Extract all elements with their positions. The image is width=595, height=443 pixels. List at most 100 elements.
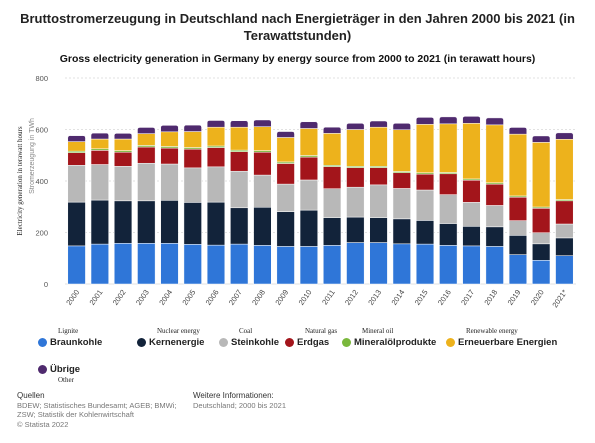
bar-segment-nuclear-energy [253, 207, 272, 246]
bar-segment-natural-gas [485, 183, 504, 206]
bar-segment-lignite [160, 243, 179, 285]
legend-label-en: Renewable energy [466, 327, 518, 335]
bar-segment-other [369, 120, 388, 128]
x-tick-label: 2007 [227, 288, 244, 307]
y-tick-label: 400 [35, 177, 48, 186]
bar-segment-renewable-energy [230, 126, 249, 151]
y-tick-label: 600 [35, 126, 48, 135]
bar-segment-natural-gas [508, 196, 528, 221]
bar-segment-renewable-energy [439, 123, 458, 173]
bar-segment-coal [555, 223, 574, 239]
x-tick-label: 2016 [436, 288, 453, 307]
bar-segment-coal [160, 163, 179, 201]
legend-label: Erneuerbare Energien [458, 337, 558, 348]
legend-swatch[interactable] [285, 338, 294, 347]
bar-segment-other [508, 127, 528, 135]
bar-segment-natural-gas [113, 151, 133, 167]
chart-title: Bruttostromerzeugung in Deutschland nach… [20, 11, 575, 43]
bar-segment-coal [369, 184, 388, 218]
bar-segment-lignite [485, 246, 504, 285]
bar-segment-coal [462, 202, 481, 227]
bar-segment-renewable-energy [555, 139, 574, 200]
bar-segment-nuclear-energy [137, 200, 156, 244]
bar-segment-renewable-energy [392, 129, 411, 172]
x-tick-label: 2020 [529, 288, 546, 307]
bar-segment-coal [485, 205, 504, 228]
bar-segment-nuclear-energy [90, 199, 109, 245]
bar-segment-lignite [113, 243, 133, 285]
bar-segment-coal [346, 186, 365, 218]
bar-segment-natural-gas [276, 163, 295, 185]
bar-segment-coal [137, 162, 156, 202]
bar-segment-nuclear-energy [346, 216, 365, 243]
x-tick-label: 2001 [88, 288, 105, 307]
bar-segment-renewable-energy [462, 123, 481, 180]
bar-segment-other [462, 116, 481, 124]
legend-swatch[interactable] [446, 338, 455, 347]
bar-segment-other [555, 132, 574, 140]
bar-segment-other [183, 124, 202, 132]
bar-segment-lignite [555, 255, 574, 285]
bar-segment-renewable-energy [113, 138, 133, 151]
legend-label-en: Mineral oil [362, 327, 394, 335]
bar-segment-other [415, 117, 435, 125]
bar-segment-renewable-energy [369, 126, 388, 167]
legend-swatch[interactable] [342, 338, 351, 347]
legend-label-en: Natural gas [305, 327, 338, 335]
x-tick-label: 2021* [550, 288, 569, 309]
bar-segment-natural-gas [206, 147, 226, 168]
x-tick-label: 2004 [157, 288, 174, 307]
bar-segment-coal [415, 189, 435, 221]
legend-label-en: Lignite [58, 327, 79, 335]
x-tick-label: 2011 [320, 288, 337, 306]
bar-segment-coal [508, 220, 528, 236]
bar-segment-nuclear-energy [230, 207, 249, 245]
bar-segment-renewable-energy [137, 133, 156, 146]
bar-segment-nuclear-energy [276, 211, 295, 247]
bar-segment-renewable-energy [532, 142, 551, 208]
bar-segment-lignite [90, 243, 109, 285]
bar-segment-coal [90, 164, 109, 201]
y-tick-label: 0 [44, 280, 48, 289]
bar-segment-lignite [137, 243, 156, 285]
bar-segment-lignite [183, 244, 202, 285]
bar-segment-coal [113, 166, 133, 202]
bar-segment-nuclear-energy [67, 201, 86, 247]
bar-segment-renewable-energy [299, 128, 318, 156]
bar-segment-renewable-energy [67, 141, 86, 152]
bar-segment-nuclear-energy [323, 217, 342, 246]
bar-segment-lignite [253, 245, 272, 285]
bar-segment-natural-gas [323, 166, 342, 189]
bar-segment-other [323, 126, 342, 134]
bar-segment-coal [276, 183, 295, 212]
bar-segment-other [90, 132, 109, 140]
bar-segment-renewable-energy [346, 129, 365, 167]
y-axis-title-en: Electricity generation in terawatt hours [16, 126, 24, 236]
bar-segment-renewable-energy [183, 131, 202, 148]
legend-swatch[interactable] [38, 338, 47, 347]
legend-swatch[interactable] [219, 338, 228, 347]
bar-segment-other [485, 117, 504, 126]
bar-segment-natural-gas [439, 173, 458, 195]
bar-segment-coal [532, 232, 551, 245]
bar-segment-natural-gas [253, 151, 272, 176]
bar-segment-nuclear-energy [299, 209, 318, 247]
legend-label: Erdgas [297, 337, 330, 348]
bar-segment-other [206, 120, 226, 128]
bar-segment-renewable-energy [160, 131, 179, 147]
x-tick-label: 2003 [134, 288, 151, 307]
legend-label-en: Coal [239, 327, 253, 335]
bar-segment-coal [392, 188, 411, 220]
bar-segment-lignite [415, 243, 435, 285]
bar-segment-renewable-energy [415, 124, 435, 174]
bar-segment-lignite [299, 246, 318, 285]
bar-segment-nuclear-energy [532, 243, 551, 261]
legend-swatch[interactable] [137, 338, 146, 347]
bar-segment-coal [230, 170, 249, 209]
legend-label: Mineralölprodukte [354, 337, 437, 348]
bar-segment-renewable-energy [90, 138, 109, 150]
bar-segment-renewable-energy [253, 126, 272, 151]
legend-swatch[interactable] [38, 365, 47, 374]
bar-segment-renewable-energy [508, 133, 528, 197]
bar-segment-lignite [323, 245, 342, 285]
